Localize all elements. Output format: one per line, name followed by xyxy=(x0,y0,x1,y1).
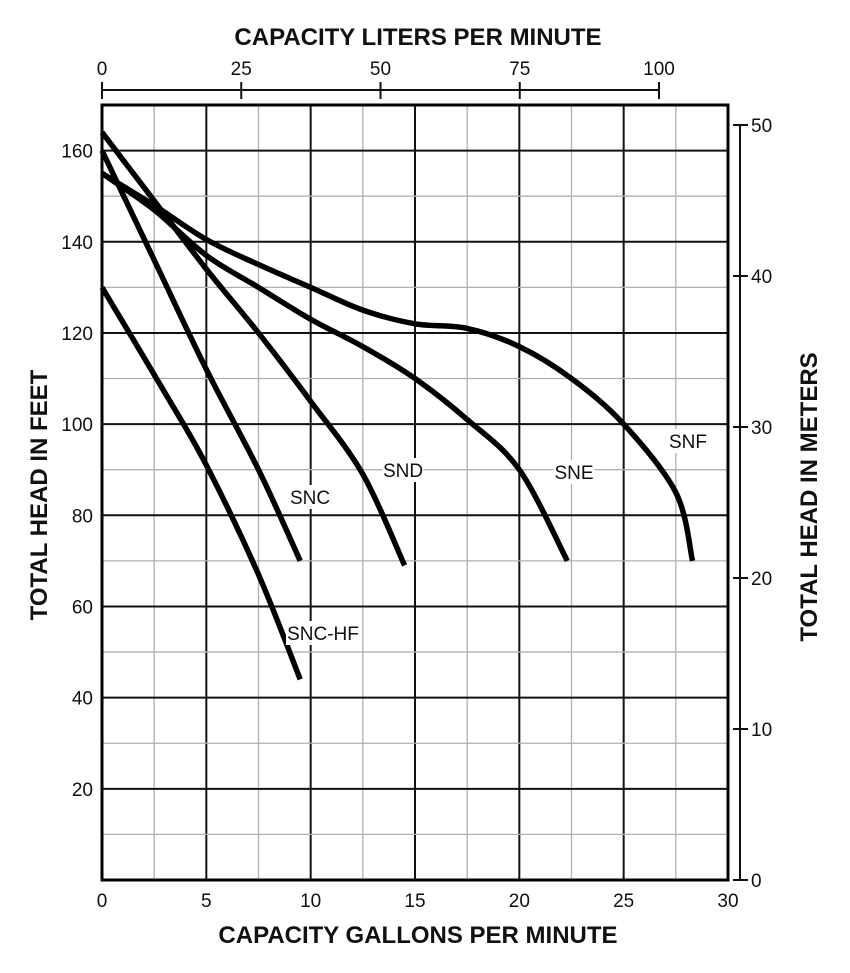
y-tick-label: 80 xyxy=(72,506,93,527)
y2-tick-label: 0 xyxy=(751,871,762,892)
curve-labels: SNC-HF SNC SND SNE SNF xyxy=(286,429,709,645)
plot-border xyxy=(100,103,730,882)
y-tick-label: 160 xyxy=(61,142,93,163)
curve-label-sne: SNE xyxy=(554,463,593,484)
y-tick-label: 40 xyxy=(72,689,93,710)
y2-tick-label: 50 xyxy=(751,116,772,137)
x-axis-title: CAPACITY GALLONS PER MINUTE xyxy=(218,922,617,949)
axes: 0 5 10 15 20 25 30 20 40 60 80 100 120 140 160 0 10 20 30 4… xyxy=(61,59,772,912)
top-axis-title: CAPACITY LITERS PER MINUTE xyxy=(234,24,601,51)
curve-label-bg xyxy=(553,460,595,484)
y-tick-label: 20 xyxy=(72,780,93,801)
x-tick-label: 30 xyxy=(717,891,738,912)
curve-snc-hf xyxy=(99,285,303,681)
curve-snf xyxy=(100,171,696,562)
y2-tick-label: 20 xyxy=(751,569,772,590)
grid xyxy=(102,105,728,880)
curve-label-snc: SNC xyxy=(290,488,330,509)
curve-label-bg xyxy=(289,485,331,509)
curve-label-bg xyxy=(667,429,709,453)
y-tick-label: 120 xyxy=(61,324,93,345)
top-tick-label: 50 xyxy=(370,59,391,80)
top-tick-label: 25 xyxy=(231,59,252,80)
curve-label-snf: SNF xyxy=(669,432,707,453)
curve-label-snd: SND xyxy=(383,461,423,482)
y2-axis-title: TOTAL HEAD IN METERS xyxy=(796,352,823,641)
x-tick-label: 5 xyxy=(201,891,212,912)
pump-curves xyxy=(99,130,696,681)
y-axis-title: TOTAL HEAD IN FEET xyxy=(26,369,53,620)
x-tick-label: 25 xyxy=(613,891,634,912)
y2-tick-label: 40 xyxy=(751,267,772,288)
y2-tick-label: 30 xyxy=(751,418,772,439)
curve-label-snc-hf: SNC-HF xyxy=(287,624,359,645)
curve-label-bg xyxy=(382,458,424,482)
y2-tick-label: 10 xyxy=(751,720,772,741)
curve-label-bg xyxy=(286,621,360,645)
x-tick-label: 20 xyxy=(509,891,530,912)
y-tick-label: 60 xyxy=(72,597,93,618)
top-tick-label: 75 xyxy=(509,59,530,80)
curve-snd xyxy=(99,130,408,567)
top-tick-label: 0 xyxy=(97,59,108,80)
x-tick-label: 15 xyxy=(404,891,425,912)
curve-sne xyxy=(100,171,570,563)
x-tick-label: 0 xyxy=(97,891,108,912)
curve-snc xyxy=(99,149,303,563)
y-tick-label: 140 xyxy=(61,233,93,254)
top-tick-label: 100 xyxy=(643,59,675,80)
x-tick-label: 10 xyxy=(300,891,321,912)
y-tick-label: 100 xyxy=(61,415,93,436)
